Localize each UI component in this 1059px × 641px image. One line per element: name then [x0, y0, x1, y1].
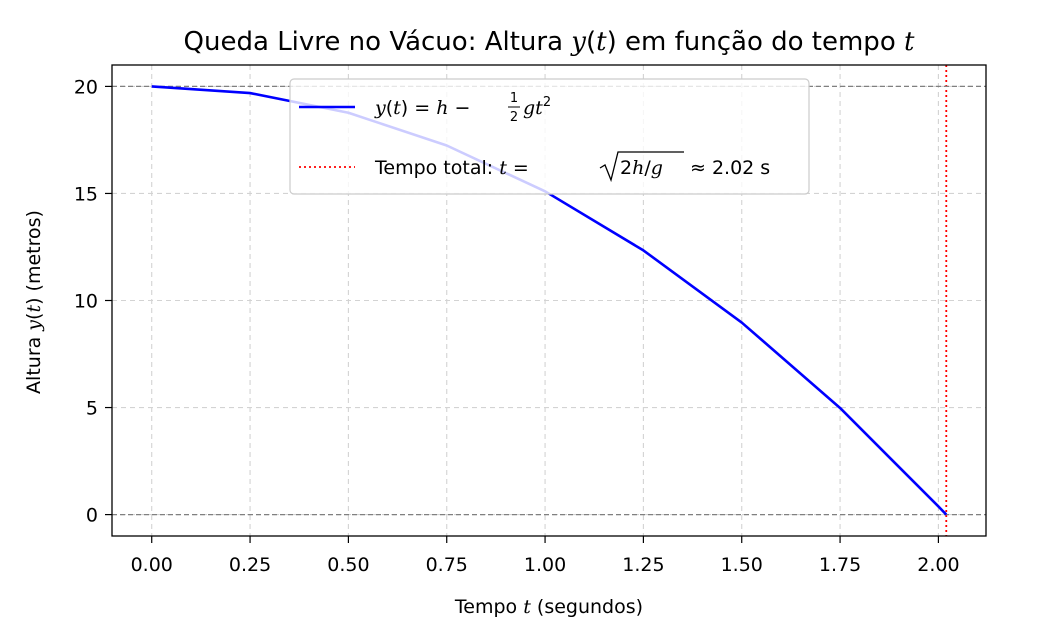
x-axis-label-text-1: Tempo — [454, 596, 523, 618]
x-tick-label-7: 1.75 — [819, 554, 861, 576]
x-tick-label-0: 0.00 — [131, 554, 173, 576]
x-tick-label-3: 0.75 — [426, 554, 468, 576]
legend-curve-minus: − — [448, 97, 470, 119]
legend-curve-fraction: 1 2 — [508, 91, 520, 125]
legend-curve-eq: ) = — [401, 97, 436, 119]
legend-curve-label-tail: gt2 — [523, 95, 551, 119]
x-tick-label-4: 1.00 — [524, 554, 566, 576]
legend-curve-y: y — [374, 97, 386, 119]
legend-time-prefix: Tempo total: — [374, 157, 499, 179]
chart-title-math-1: y — [570, 27, 586, 57]
legend-box — [289, 78, 810, 195]
y-axis-label-math-1: y — [23, 320, 45, 332]
legend-fraction-denominator: 2 — [510, 110, 518, 125]
legend-curve-g: gt — [523, 97, 543, 119]
x-axis-label-text-2: (segundos) — [531, 596, 643, 618]
legend-sqrt-arg: 2h/g — [620, 157, 663, 179]
y-tick-label-2: 10 — [74, 291, 98, 313]
y-tick-label-0: 0 — [86, 505, 98, 527]
y-axis-label-text-1: Altura — [23, 331, 45, 394]
y-axis-label-text-3: ) (metros) — [23, 210, 45, 305]
x-tick-label-5: 1.25 — [622, 554, 664, 576]
legend: y(t) = h − 1 2 gt2 Tempo total: t = 2h/g… — [289, 78, 810, 195]
legend-curve-t: t — [393, 97, 401, 119]
y-tick-label-4: 20 — [74, 76, 98, 98]
legend-time-label: Tempo total: t = — [374, 157, 529, 179]
x-tick-label-6: 1.50 — [721, 554, 763, 576]
x-tick-label-2: 0.50 — [327, 554, 369, 576]
legend-curve-h: h — [436, 97, 448, 119]
legend-time-eq: = — [507, 157, 529, 179]
y-tick-label-1: 5 — [86, 398, 98, 420]
legend-curve-paren1: ( — [386, 97, 393, 119]
legend-fraction-numerator: 1 — [510, 91, 518, 106]
x-axis-label-math: t — [523, 596, 531, 618]
legend-time-t: t — [499, 157, 507, 179]
chart-title-math-3: t — [904, 27, 915, 57]
y-axis-ticks: 0 5 10 15 20 — [74, 76, 112, 527]
chart-title-math-2: t — [596, 27, 607, 57]
legend-curve-label: y(t) = h − — [374, 97, 470, 119]
x-tick-label-8: 2.00 — [917, 554, 959, 576]
x-axis-ticks: 0.00 0.25 0.50 0.75 1.00 1.25 1.50 1.75 2.00 — [131, 536, 960, 576]
legend-curve-exp: 2 — [543, 95, 551, 110]
chart-title-text-1: Queda Livre no Vácuo: Altura — [184, 27, 572, 57]
legend-time-sqrt: 2h/g — [599, 151, 684, 183]
y-axis-label-math-2: t — [23, 305, 45, 313]
legend-sqrt-sign — [599, 151, 684, 183]
x-axis-label: Tempo t (segundos) — [454, 596, 643, 618]
chart-title: Queda Livre no Vácuo: Altura y(t) em fun… — [184, 27, 915, 57]
chart-title-text-3: ) em função do tempo — [607, 27, 904, 57]
y-axis-label: Altura y(t) (metros) — [23, 210, 45, 394]
x-tick-label-1: 0.25 — [229, 554, 271, 576]
chart-title-text-2: ( — [586, 27, 596, 57]
legend-time-approx: ≈ 2.02 s — [690, 157, 770, 179]
y-tick-label-3: 15 — [74, 183, 98, 205]
y-axis-label-text-2: ( — [23, 313, 45, 320]
